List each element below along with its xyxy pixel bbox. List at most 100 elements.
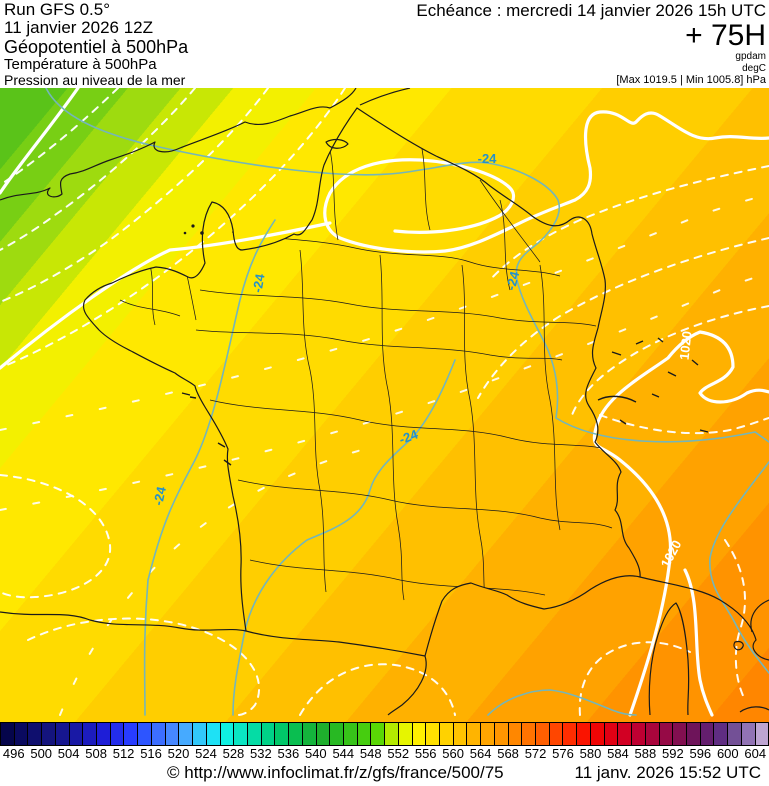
colorbar-cell [577,723,591,745]
colorbar-tick: 556 [414,746,437,761]
temp-contour-label: -24 [397,426,421,447]
colorbar-cell [453,723,468,745]
colorbar-tick: 512 [112,746,135,761]
colorbar-tick: 500 [30,746,53,761]
colorbar-tick: 568 [497,746,519,761]
colorbar-cell [69,723,84,745]
colorbar-tick: 540 [304,746,327,761]
colorbar-tick: 604 [744,746,767,761]
colorbar-cell [645,723,660,745]
temp-contour-label: -24 [503,269,523,292]
colorbar-cell [124,723,139,745]
colorbar-cell [179,723,194,745]
colorbar-cell [673,723,687,745]
isobar-normandy-loop [323,110,769,254]
isobar-1020-corsica [683,568,714,717]
temperature-fill-bands [0,88,769,722]
colorbar-cell [481,723,495,745]
colorbar-tick: 596 [689,746,712,761]
colorbar-cell [220,723,235,745]
belgium-coast [359,88,411,106]
isobar-sparse-dashed-group [0,193,769,716]
colorbar-cell [440,723,454,745]
colorbar-cell [110,723,125,745]
temp-contour-label: -24 [478,151,498,166]
corsica-outline [648,602,690,716]
colorbar-cell [618,723,633,745]
colorbar-tick: 576 [552,746,574,761]
colorbar-cell [590,723,605,745]
temp-contour-label: -24 [150,485,169,507]
channel-islands [183,224,204,235]
colorbar-tick: 548 [359,746,382,761]
model-run-date: 11 janvier 2026 12Z [4,18,154,38]
colorbar-tick: 524 [195,746,217,761]
forecast-step: + 75H [685,19,766,52]
colorbar-cell [206,723,221,745]
italy-coast [639,576,769,661]
colorbar-cell [55,723,70,745]
colorbar-tick: 532 [250,746,272,761]
colorbar-cell [385,723,399,745]
colorbar-tick: 572 [524,746,547,761]
colorbar-tick: 536 [277,746,300,761]
footer: © http://www.infoclimat.fr/z/gfs/france/… [0,761,769,786]
colorbar-cell [14,723,29,745]
copyright-url: © http://www.infoclimat.fr/z/gfs/france/… [167,763,504,782]
colorbar-cell [0,723,15,745]
pressure-contour-label: 1020 [677,330,695,360]
isobar-northwest [0,88,80,195]
colorbar-cell [398,723,413,745]
colorbar-cell [686,723,701,745]
colorbar-tick: 504 [57,746,80,761]
colorbar-cell [755,723,769,745]
colorbar-cell [193,723,207,745]
colorbar-cell [563,723,578,745]
colorbar-cell [289,723,303,745]
pressure-minmax: [Max 1019.5 | Min 1005.8] hPa [616,74,766,86]
field-pressure: Pression au niveau de la mer [4,72,186,89]
colorbar-cell [536,723,550,745]
unit-geopotential: gpdam [735,51,766,62]
colorbar-tick: 544 [332,746,355,761]
colorbar-tick-labels: 496 500 504 508 512 516 520 524 528 532 536 540 544 5… [0,746,769,761]
header: Run GFS 0.5° 11 janvier 2026 12Z Géopote… [0,0,769,88]
italy-tyrrhenian-coast [733,599,769,651]
colorbar-cell [426,723,440,745]
colorbar-cell [302,723,317,745]
colorbar-tick: 592 [662,746,684,761]
sardinia-north-coast [739,706,769,713]
field-temperature: Température à 500hPa [4,56,157,74]
colorbar-cell [343,723,358,745]
colorbar-cell [330,723,344,745]
geography-group [0,88,769,716]
field-geopotential: Géopotentiel à 500hPa [4,36,189,57]
colorbar-tick: 528 [222,746,245,761]
colorbar-cell [261,723,276,745]
atlantic-islands [181,392,232,466]
colorbar-cell [151,723,166,745]
colorbar-cell [97,723,111,745]
colorbar-cell [316,723,331,745]
colorbar-cell [357,723,372,745]
colorbar-tick: 496 [2,746,25,761]
colorbar-cell [728,723,742,745]
colorbar-cell [42,723,56,745]
validity-datetime: Echéance : mercredi 14 janvier 2026 15h … [416,1,766,20]
colorbar-cell [604,723,619,745]
colorbar-cell [371,723,386,745]
geopotential-colorbar [0,722,769,746]
temp-contour-label: -24 [250,272,268,294]
colorbar-cell [234,723,248,745]
colorbar-tick: 588 [634,746,657,761]
validity-block: Echéance : mercredi 14 janvier 2026 15h … [416,1,766,87]
temp-contour-group [45,88,769,716]
generation-datetime: 11 janv. 2026 15:52 UTC [574,763,762,782]
colorbar-cell [494,723,509,745]
department-boundaries [119,139,613,606]
colorbar-cell [28,723,43,745]
colorbar-cell [247,723,262,745]
colorbar-cell [714,723,729,745]
alpine-lakes [597,337,709,433]
